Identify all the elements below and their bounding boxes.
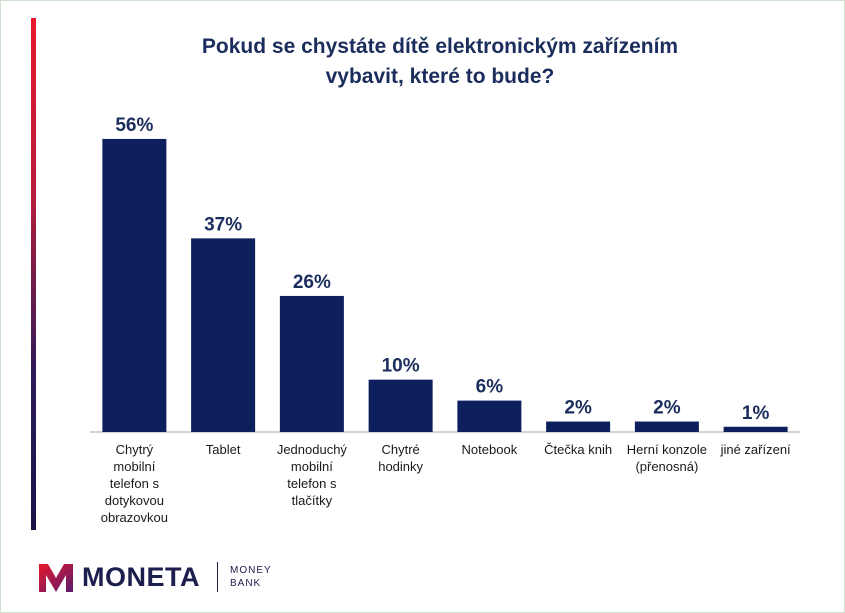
category-label-0-line-1: mobilní: [113, 459, 155, 474]
chart-title-line-1: Pokud se chystáte dítě elektronickým zař…: [201, 35, 679, 58]
category-label-3-line-1: hodinky: [378, 459, 423, 474]
moneta-logo-icon: [39, 564, 73, 592]
value-label-7: 1%: [742, 403, 770, 424]
brand-subtitle: MONEY BANK: [230, 564, 272, 590]
accent-bar: [31, 18, 36, 530]
category-label-6: Herní konzole (přenosná): [627, 442, 707, 474]
value-label-1: 37%: [204, 214, 242, 235]
category-label-2-line-1: mobilní: [291, 459, 333, 474]
value-label-0: 56%: [115, 115, 153, 136]
moneta-logo: MONETA MONEY BANK: [36, 558, 296, 598]
bar-2: [279, 295, 344, 432]
category-label-3: Chytré hodinky: [378, 442, 423, 474]
category-label-0: Chytrý mobilní telefon s dotykovou obrazovko…: [101, 442, 168, 525]
bar-5: [546, 421, 611, 432]
brand-sub-line-2: BANK: [230, 578, 262, 589]
category-label-4: Notebook: [462, 442, 518, 457]
brand-sub-line-1: MONEY: [230, 565, 272, 576]
chart-title-line-2: vybavit, které to bude?: [325, 65, 555, 88]
category-label-1: Tablet: [206, 442, 241, 457]
bar-3: [368, 379, 433, 432]
value-label-6: 2%: [653, 398, 681, 419]
category-label-5-line-0: Čtečka knih: [544, 442, 612, 457]
bar-7: [723, 426, 788, 432]
brand-name: MONETA: [82, 562, 200, 592]
category-label-5: Čtečka knih: [544, 442, 612, 457]
category-label-2: Jednoduchý mobilní telefon s tlačítky: [277, 442, 348, 508]
bar-6: [634, 421, 699, 432]
category-label-2-line-2: telefon s: [287, 476, 337, 491]
category-label-0-line-4: obrazovkou: [101, 510, 168, 525]
category-label-2-line-0: Jednoduchý: [277, 442, 348, 457]
category-label-7-line-0: jiné zařízení: [720, 442, 791, 457]
value-label-4: 6%: [476, 377, 504, 398]
value-label-3: 10%: [382, 356, 420, 377]
category-label-0-line-3: dotykovou: [105, 493, 164, 508]
bar-1: [191, 238, 256, 432]
chart-title: Pokud se chystáte dítě elektronickým zař…: [140, 32, 740, 92]
category-label-7: jiné zařízení: [720, 442, 791, 457]
category-label-3-line-0: Chytré: [381, 442, 419, 457]
category-label-6-line-0: Herní konzole: [627, 442, 707, 457]
value-label-2: 26%: [293, 272, 331, 293]
category-label-1-line-0: Tablet: [206, 442, 241, 457]
value-label-5: 2%: [564, 398, 592, 419]
category-label-0-line-2: telefon s: [110, 476, 160, 491]
bar-0: [102, 138, 167, 432]
category-label-0-line-0: Chytrý: [116, 442, 154, 457]
bar-4: [457, 400, 522, 432]
category-label-2-line-3: tlačítky: [292, 493, 333, 508]
category-label-6-line-1: (přenosná): [635, 459, 698, 474]
logo-divider: [217, 562, 218, 592]
category-label-4-line-0: Notebook: [462, 442, 518, 457]
